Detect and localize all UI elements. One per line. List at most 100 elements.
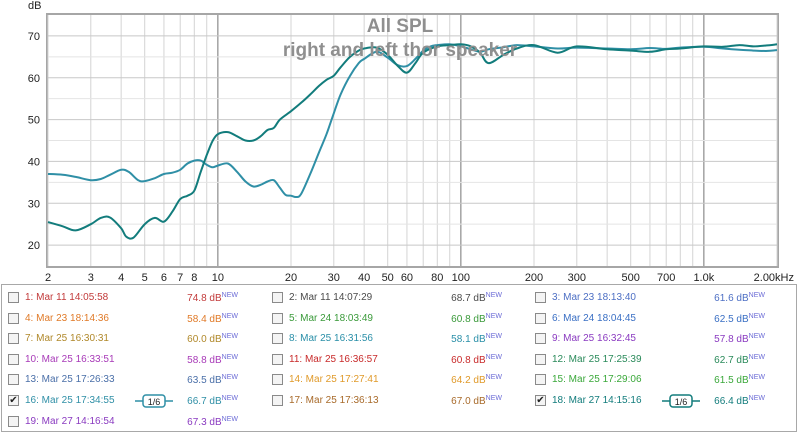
legend-item[interactable]: 7: Mar 25 16:30:31 60.0 dBNEW — [2, 329, 264, 349]
legend-level-text: 63.5 dB — [187, 375, 222, 387]
legend-level-text: 61.5 dB — [714, 375, 749, 387]
new-badge: NEW — [221, 415, 238, 423]
legend-item[interactable]: 15: Mar 25 17:29:06 61.5 dBNEW — [529, 370, 791, 390]
y-ticks: 20 30 40 50 60 70 — [28, 31, 40, 252]
legend-checkbox[interactable] — [272, 353, 283, 365]
legend-level-text: 68.7 dB — [451, 293, 486, 304]
smoothing-indicator[interactable]: 1/6 — [662, 394, 700, 408]
legend-checkbox[interactable] — [535, 312, 546, 324]
legend-level-value: 61.6 dBNEW — [714, 292, 765, 304]
legend-measurement-name: 8: Mar 25 16:31:56 — [289, 333, 373, 345]
legend-item[interactable]: 1: Mar 11 14:05:58 74.8 dBNEW — [2, 288, 264, 308]
legend-measurement-name: 14: Mar 25 17:27:41 — [289, 374, 379, 386]
x-tick-label: 8 — [191, 272, 197, 284]
new-badge: NEW — [748, 374, 765, 382]
new-badge: NEW — [221, 374, 238, 382]
legend-checkbox[interactable] — [272, 312, 283, 324]
x-tick-label: 700 — [657, 272, 675, 284]
legend-item[interactable]: 13: Mar 25 17:26:33 63.5 dBNEW — [2, 370, 264, 390]
legend-item[interactable]: 11: Mar 25 16:36:57 60.8 dBNEW — [266, 350, 528, 370]
legend-level-value: 57.8 dBNEW — [714, 333, 765, 345]
legend-item[interactable]: 8: Mar 25 16:31:56 58.1 dBNEW — [266, 329, 528, 349]
legend-checkbox[interactable] — [8, 292, 19, 303]
legend-item[interactable]: 5: Mar 24 18:03:49 60.8 dBNEW — [266, 309, 528, 329]
legend-level-text: 58.4 dB — [187, 313, 222, 325]
legend-checkbox[interactable]: ✔ — [8, 395, 19, 406]
legend-level-value: 61.5 dBNEW — [714, 374, 765, 386]
x-tick-label: 300 — [568, 272, 586, 284]
legend-item[interactable]: 19: Mar 27 14:16:54 67.3 dBNEW — [2, 412, 264, 432]
x-tick-label: 5 — [142, 272, 148, 284]
new-badge: NEW — [748, 292, 765, 299]
legend-measurement-name: 2: Mar 11 14:07:29 — [289, 292, 373, 303]
x-tick-label: 200 — [525, 272, 543, 284]
legend-measurement-name: 16: Mar 25 17:34:55 — [25, 395, 115, 406]
legend-level-value: 68.7 dBNEW — [451, 292, 502, 304]
legend-item[interactable]: 3: Mar 23 18:13:40 61.6 dBNEW — [529, 288, 791, 308]
legend-checkbox[interactable] — [272, 374, 283, 386]
legend-measurement-name: 18: Mar 27 14:15:16 — [552, 395, 642, 406]
series-line-2 — [47, 43, 778, 240]
legend-level-text: 67.0 dB — [451, 396, 486, 407]
legend-item[interactable]: 14: Mar 25 17:27:41 64.2 dBNEW — [266, 370, 528, 390]
new-badge: NEW — [221, 333, 238, 341]
legend-measurement-name: 9: Mar 25 16:32:45 — [552, 333, 636, 345]
legend-checkbox[interactable] — [535, 333, 546, 345]
smoothing-badge — [669, 394, 693, 408]
legend-item[interactable]: ✔ 16: Mar 25 17:34:55 1/6 66.7 dBNEW — [2, 391, 264, 411]
legend-checkbox[interactable] — [8, 415, 19, 427]
legend-item[interactable]: 4: Mar 23 18:14:36 58.4 dBNEW — [2, 309, 264, 329]
legend-measurement-name: 11: Mar 25 16:36:57 — [289, 353, 378, 365]
legend-checkbox[interactable] — [8, 312, 19, 324]
legend-level-value: 62.5 dBNEW — [714, 313, 765, 325]
legend-item[interactable]: 2: Mar 11 14:07:29 68.7 dBNEW — [266, 288, 528, 308]
x-tick-label: 80 — [431, 272, 443, 284]
legend-item[interactable]: ✔ 18: Mar 27 14:15:16 1/6 66.4 dBNEW — [529, 391, 791, 411]
legend-level-value: 66.4 dBNEW — [714, 395, 765, 407]
legend-checkbox[interactable] — [535, 374, 546, 386]
legend-item[interactable]: 17: Mar 25 17:36:13 67.0 dBNEW — [266, 391, 528, 411]
legend-level-value: 74.8 dBNEW — [187, 292, 238, 304]
legend-item[interactable]: 12: Mar 25 17:25:39 62.7 dBNEW — [529, 350, 791, 370]
legend-level-value: 62.7 dBNEW — [714, 354, 765, 366]
legend-level-value: 60.8 dBNEW — [451, 313, 502, 325]
legend-checkbox[interactable] — [272, 333, 283, 345]
x-tick-label: 3 — [88, 272, 94, 284]
legend-checkbox[interactable] — [8, 353, 19, 365]
legend-checkbox[interactable] — [8, 374, 19, 386]
legend-checkbox[interactable] — [535, 353, 546, 365]
legend-measurement-name: 3: Mar 23 18:13:40 — [552, 292, 636, 303]
legend-level-value: 60.0 dBNEW — [187, 333, 238, 345]
legend-level-text: 67.3 dB — [187, 416, 222, 428]
legend-checkbox[interactable]: ✔ — [535, 395, 546, 406]
x-tick-label: 4 — [118, 272, 124, 284]
x-tick-label: 500 — [622, 272, 640, 284]
legend-item[interactable]: 6: Mar 24 18:04:45 62.5 dBNEW — [529, 309, 791, 329]
spl-chart[interactable]: dB All SPL right and left thor speaker 2… — [0, 0, 800, 284]
legend-item[interactable]: 10: Mar 25 16:33:51 58.8 dBNEW — [2, 350, 264, 370]
legend-item[interactable]: 9: Mar 25 16:32:45 57.8 dBNEW — [529, 329, 791, 349]
legend-checkbox[interactable] — [272, 395, 283, 406]
y-tick-label: 60 — [28, 73, 40, 85]
y-tick-label: 50 — [28, 115, 40, 127]
legend-checkbox[interactable] — [272, 292, 283, 303]
x-tick-label: 100 — [452, 272, 470, 284]
legend-checkbox[interactable] — [535, 292, 546, 303]
x-tick-label: 1.0k — [693, 272, 714, 284]
legend-measurement-name: 10: Mar 25 16:33:51 — [25, 353, 115, 365]
legend-level-text: 60.0 dB — [187, 334, 222, 346]
grid — [47, 15, 778, 266]
legend-measurement-name: 19: Mar 27 14:16:54 — [25, 415, 115, 427]
smoothing-indicator[interactable]: 1/6 — [135, 394, 173, 408]
legend-level-value: 58.1 dBNEW — [451, 333, 502, 345]
new-badge: NEW — [221, 395, 238, 402]
new-badge: NEW — [748, 395, 765, 402]
legend-level-value: 63.5 dBNEW — [187, 374, 238, 386]
legend-measurement-name: 13: Mar 25 17:26:33 — [25, 374, 115, 386]
legend-level-text: 66.4 dB — [714, 396, 749, 407]
x-tick-label: 30 — [328, 272, 340, 284]
y-tick-label: 20 — [28, 240, 40, 252]
x-tick-label: 2 — [45, 272, 51, 284]
legend-level-text: 66.7 dB — [187, 396, 222, 407]
legend-checkbox[interactable] — [8, 333, 19, 345]
